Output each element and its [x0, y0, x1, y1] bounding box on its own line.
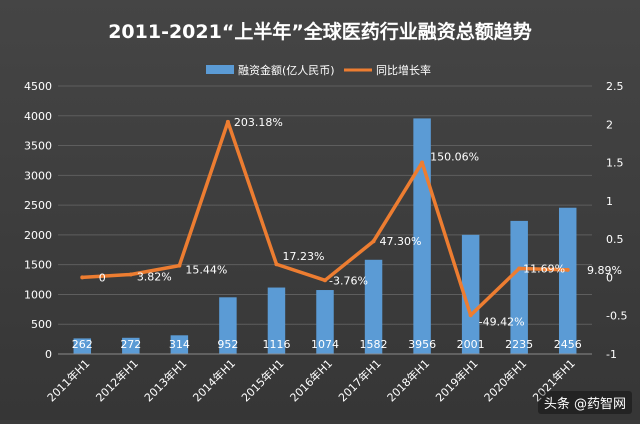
x-axis: 2011年H1 2012年H1 2013年H1 2014年H1 2015年H1 2016年… [44, 353, 592, 404]
bar [219, 297, 237, 354]
x-tick-label: 2011年H1 [44, 356, 92, 404]
left-tick-label: 2500 [24, 199, 52, 212]
legend-bar-swatch [206, 65, 234, 74]
line-point [420, 160, 425, 165]
x-tick-label: 2012年H1 [93, 356, 141, 404]
x-tick-label: 2019年H1 [432, 356, 480, 404]
line-point [274, 262, 279, 267]
line-labels: 0 3.82% 15.44% 203.18% 17.23% -3.76% 47.30% 150… [99, 116, 622, 328]
bar-value-label: 3956 [408, 338, 436, 351]
chart-title: 2011-2021“上半年”全球医药行业融资总额趋势 [108, 20, 532, 43]
bar-value-label: 272 [120, 338, 141, 351]
right-y-axis: -1 -0.5 0 0.5 1 1.5 2 2.5 [606, 80, 627, 361]
line-value-label: 11.69% [523, 262, 565, 275]
x-tick-label: 2015年H1 [238, 356, 286, 404]
left-tick-label: 2000 [24, 229, 52, 242]
left-tick-label: 1500 [24, 259, 52, 272]
bar-series [73, 118, 577, 354]
watermark: 头条 @药智网 [537, 391, 632, 414]
line-point [371, 239, 376, 244]
line-value-label: 17.23% [282, 250, 324, 263]
bar [461, 234, 480, 354]
line-value-label: -49.42% [479, 315, 525, 328]
line-value-label: 47.30% [380, 235, 422, 248]
line-value-label: 3.82% [137, 271, 172, 284]
bar [558, 207, 577, 354]
right-tick-label: 0 [606, 271, 613, 284]
line-value-label: 203.18% [234, 116, 283, 129]
line-series [80, 119, 570, 318]
line-value-label: 9.89% [587, 264, 622, 277]
bar-labels: 262 272 314 952 1116 1074 1582 3956 2001 2235 2456 [72, 338, 582, 351]
bar [364, 259, 383, 354]
legend-line-label: 同比增长率 [376, 63, 431, 77]
bar-value-label: 2235 [505, 338, 533, 351]
left-tick-label: 3500 [24, 140, 52, 153]
line-point [468, 313, 473, 318]
right-tick-label: 1 [606, 195, 613, 208]
bar-value-label: 1582 [360, 338, 388, 351]
bar [316, 290, 334, 354]
right-tick-label: -1 [606, 348, 617, 361]
left-tick-label: 3000 [24, 169, 52, 182]
left-tick-label: 0 [45, 348, 52, 361]
bar-value-label: 262 [72, 338, 93, 351]
line-value-label: 150.06% [430, 151, 479, 164]
x-tick-label: 2018年H1 [384, 356, 432, 404]
legend-bar-label: 融资金额(亿人民币) [238, 63, 335, 77]
line-point [323, 278, 327, 283]
legend: 融资金额(亿人民币) 同比增长率 [206, 63, 431, 77]
bar-value-label: 1116 [262, 338, 290, 351]
bar-value-label: 952 [217, 338, 238, 351]
line-point [128, 272, 133, 277]
right-tick-label: 2.5 [606, 80, 624, 93]
left-tick-label: 500 [31, 318, 52, 331]
x-tick-label: 2014年H1 [190, 356, 238, 404]
line-value-label: 0 [99, 271, 106, 284]
left-tick-label: 4500 [24, 80, 52, 93]
bar-value-label: 314 [169, 338, 190, 351]
bar [510, 220, 528, 354]
line-point [225, 119, 230, 124]
right-tick-label: 0.5 [606, 233, 624, 246]
line-value-label: -3.76% [329, 274, 368, 287]
right-tick-label: -0.5 [606, 310, 627, 323]
x-tick-label: 2020年H1 [481, 356, 529, 404]
line-point [565, 267, 570, 272]
line-value-label: 15.44% [185, 264, 227, 277]
bar [122, 337, 140, 354]
left-tick-label: 4000 [24, 110, 52, 123]
left-y-axis: 0 500 1000 1500 2000 2500 3000 3500 4000 4500 [24, 80, 52, 361]
bar-value-label: 2456 [554, 338, 582, 351]
x-tick-label: 2016年H1 [287, 356, 335, 404]
x-tick-label: 2013年H1 [141, 356, 189, 404]
growth-line [82, 120, 568, 318]
line-point [517, 266, 522, 271]
right-tick-label: 1.5 [606, 157, 624, 170]
bar [170, 335, 189, 354]
line-point [80, 275, 85, 280]
line-point [177, 263, 182, 268]
bar-value-label: 2001 [457, 338, 485, 351]
left-tick-label: 1000 [24, 288, 52, 301]
bar [267, 287, 286, 354]
x-tick-label: 2017年H1 [335, 356, 383, 404]
bar-value-label: 1074 [311, 338, 339, 351]
right-tick-label: 2 [606, 118, 613, 131]
bar [73, 338, 92, 354]
